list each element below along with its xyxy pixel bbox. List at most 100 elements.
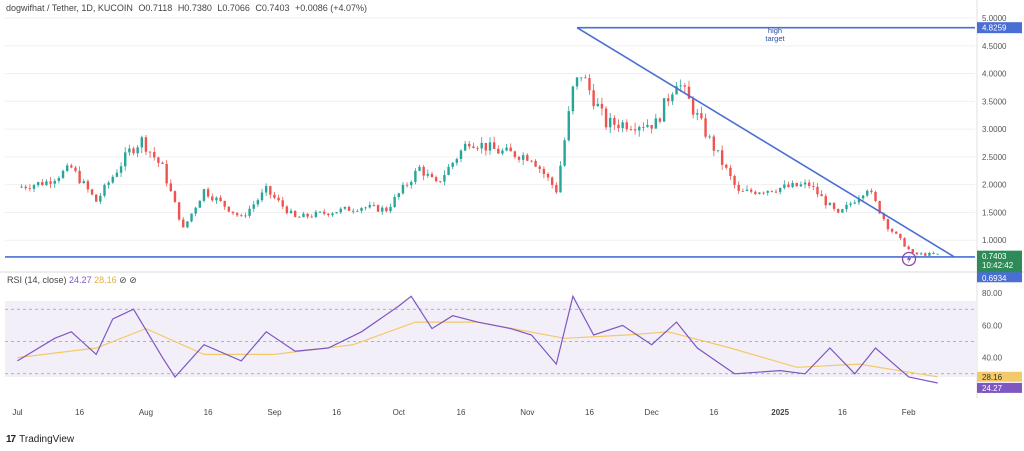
candle-body	[770, 190, 774, 192]
candle-body	[298, 216, 301, 218]
candle-body	[211, 196, 214, 201]
candle-body	[766, 190, 769, 193]
candle-body	[638, 127, 641, 131]
candle-body	[128, 148, 131, 153]
candle-body	[696, 113, 699, 115]
candle-body	[94, 194, 98, 202]
candle-body	[215, 197, 218, 201]
candle-body	[513, 151, 517, 157]
rsi-ma-value: 28.16	[94, 275, 117, 285]
candle-body	[915, 252, 919, 255]
time-tick-label: Aug	[139, 408, 153, 417]
candle-body	[579, 77, 583, 79]
candle-body	[604, 108, 608, 128]
time-tick-label: 16	[457, 408, 466, 417]
candle-body	[886, 219, 890, 230]
candle-body	[745, 189, 749, 191]
time-tick-label: Oct	[393, 408, 406, 417]
candle-body	[609, 117, 612, 128]
price-tick-label: 4.0000	[982, 70, 1007, 79]
candle-body	[725, 164, 728, 168]
tradingview-logo-icon: 17	[6, 434, 16, 445]
rsi-title[interactable]: RSI (14, close)	[7, 275, 67, 285]
candle-body	[799, 184, 803, 187]
candle-body	[849, 203, 852, 205]
time-tick-label: Jul	[12, 408, 22, 417]
candle-body	[248, 208, 251, 216]
settings-icon[interactable]: ⊘	[129, 275, 137, 285]
candle-body	[575, 77, 579, 87]
rsi-value: 24.27	[69, 275, 92, 285]
candle-body	[327, 213, 330, 216]
price-tick-label: 5.0000	[982, 14, 1007, 23]
candle-body	[385, 207, 388, 212]
candle-body	[642, 127, 645, 128]
time-tick-label: Feb	[902, 408, 916, 417]
rsi-ma-badge-bg	[977, 371, 1022, 382]
rsi-ma-badge-text: 28.16	[982, 373, 1003, 382]
candle-body	[310, 216, 313, 218]
candle-body	[592, 90, 595, 107]
symbol-title[interactable]: dogwifhat / Tether, 1D, KUCOIN	[6, 3, 133, 13]
candle-body	[119, 166, 123, 173]
candle-body	[132, 148, 135, 154]
candle-body	[584, 77, 587, 79]
candle-body	[140, 137, 143, 148]
candle-body	[783, 184, 786, 188]
candle-body	[269, 186, 272, 195]
time-tick-label: Nov	[520, 408, 534, 417]
candle-body	[667, 98, 670, 102]
candle-body	[356, 210, 359, 212]
candle-body	[144, 137, 148, 152]
candle-body	[911, 249, 915, 253]
time-axis: Jul 16 Aug 16 Sep 16 Oct 16 Nov 16 Dec 16 2025 16 Feb	[12, 408, 916, 417]
flash-icon[interactable]	[901, 251, 917, 267]
time-tick-label: 16	[838, 408, 847, 417]
candle-body	[227, 206, 231, 212]
candle-body	[240, 215, 243, 217]
candle-body	[161, 162, 164, 164]
ohlc-open: O0.7118	[138, 3, 173, 13]
candle-body	[476, 147, 479, 149]
candle-body	[405, 184, 409, 186]
candle-body	[741, 190, 745, 192]
candle-body	[928, 253, 931, 256]
candle-body	[153, 152, 156, 158]
candle-body	[198, 200, 202, 208]
visibility-icon[interactable]: ⊘	[119, 275, 127, 285]
price-tick-label: 4.5000	[982, 42, 1007, 51]
candle-body	[488, 142, 492, 151]
candle-body	[186, 221, 189, 228]
candle-body	[774, 191, 778, 193]
candle-body	[347, 206, 351, 211]
candle-body	[571, 86, 575, 112]
rsi-value-badge-bg	[977, 382, 1022, 393]
candle-body	[907, 246, 910, 250]
ohlc-close: C0.7403	[255, 3, 290, 13]
price-grid	[5, 17, 975, 241]
candle-body	[36, 182, 40, 186]
candle-body	[115, 172, 119, 177]
price-axis: 5.0000 4.5000 4.0000 3.5000 3.0000 2.5000 2.00…	[0, 0, 1024, 398]
candle-body	[389, 206, 392, 212]
candle-series	[20, 74, 939, 258]
high-target-badge-bg	[977, 22, 1022, 34]
candle-body	[322, 211, 326, 214]
candle-body	[530, 160, 533, 162]
candle-body	[343, 206, 347, 209]
candle-body	[264, 186, 268, 193]
candle-body	[434, 177, 438, 182]
candle-body	[273, 194, 276, 198]
candle-body	[376, 205, 380, 212]
candle-body	[468, 143, 471, 147]
candle-body	[832, 203, 836, 209]
candle-body	[754, 191, 757, 194]
candle-body	[20, 186, 23, 188]
candle-body	[596, 103, 599, 107]
candle-body	[820, 194, 823, 197]
candle-body	[600, 103, 604, 109]
candle-body	[874, 191, 877, 202]
candle-body	[443, 175, 446, 182]
